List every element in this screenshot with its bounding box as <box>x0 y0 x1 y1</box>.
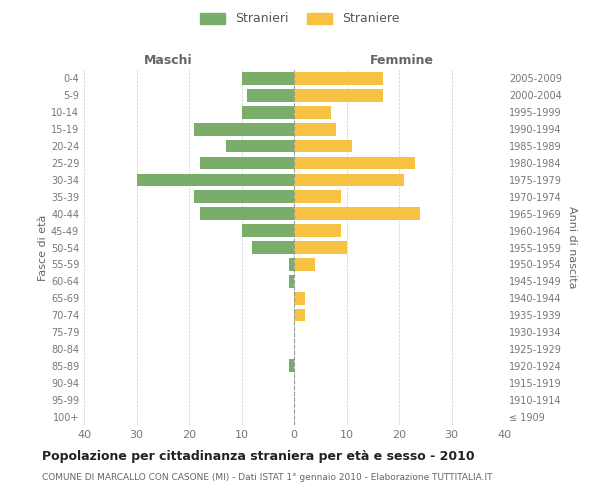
Text: COMUNE DI MARCALLO CON CASONE (MI) - Dati ISTAT 1° gennaio 2010 - Elaborazione T: COMUNE DI MARCALLO CON CASONE (MI) - Dat… <box>42 472 493 482</box>
Bar <box>241 224 294 237</box>
Bar <box>294 224 341 237</box>
Bar <box>289 275 294 287</box>
Bar <box>294 258 315 270</box>
Bar <box>294 106 331 118</box>
Bar <box>247 89 294 102</box>
Bar <box>294 123 336 136</box>
Bar <box>294 72 383 85</box>
Bar <box>199 208 294 220</box>
Bar <box>294 89 383 102</box>
Bar <box>294 140 352 152</box>
Bar <box>241 106 294 118</box>
Bar <box>294 174 404 186</box>
Legend: Stranieri, Straniere: Stranieri, Straniere <box>196 8 404 29</box>
Bar <box>294 309 305 322</box>
Bar <box>194 190 294 203</box>
Bar <box>289 360 294 372</box>
Bar <box>289 258 294 270</box>
Bar <box>294 208 420 220</box>
Bar <box>241 72 294 85</box>
Bar <box>194 123 294 136</box>
Text: Maschi: Maschi <box>143 54 193 68</box>
Y-axis label: Fasce di età: Fasce di età <box>38 214 48 280</box>
Bar <box>226 140 294 152</box>
Bar <box>199 156 294 170</box>
Text: Popolazione per cittadinanza straniera per età e sesso - 2010: Popolazione per cittadinanza straniera p… <box>42 450 475 463</box>
Bar <box>294 156 415 170</box>
Bar <box>137 174 294 186</box>
Text: Femmine: Femmine <box>370 54 434 68</box>
Y-axis label: Anni di nascita: Anni di nascita <box>567 206 577 289</box>
Bar <box>252 241 294 254</box>
Bar <box>294 292 305 304</box>
Bar <box>294 241 347 254</box>
Bar <box>294 190 341 203</box>
